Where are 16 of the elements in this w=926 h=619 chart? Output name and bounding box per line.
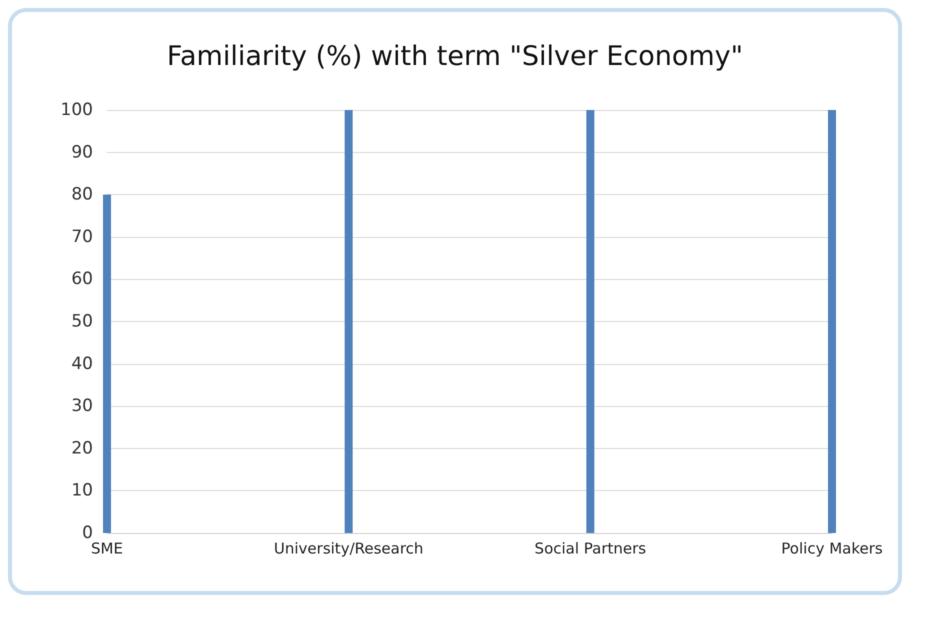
y-tick-label: 60	[71, 269, 93, 290]
y-tick-label: 30	[71, 396, 93, 416]
x-tick-label: University/Research	[274, 540, 424, 558]
chart-title: Familiarity (%) with term "Silver Economy"	[166, 41, 744, 72]
y-tick-label: 70	[71, 226, 93, 247]
y-tick-label: 10	[71, 480, 93, 501]
y-tick-label: 100	[60, 100, 93, 120]
x-tick-label: SME	[91, 540, 123, 558]
y-tick-label: 0	[82, 523, 93, 543]
y-tick-label: 20	[71, 438, 93, 458]
x-tick-label: Social Partners	[534, 540, 646, 558]
x-tick-label: Policy Makers	[781, 540, 883, 558]
y-tick-label: 50	[71, 312, 93, 332]
y-tick-label: 40	[71, 354, 93, 374]
y-tick-label: 90	[71, 142, 93, 162]
y-tick-label: 80	[71, 184, 93, 205]
